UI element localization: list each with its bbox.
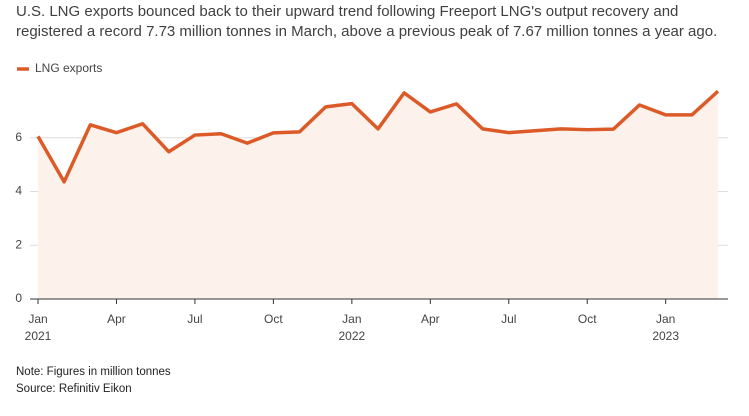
y-tick-label: 6: [15, 130, 22, 144]
notes: Note: Figures in million tonnes Source: R…: [16, 364, 171, 398]
chart: 0 2 4 6 Jan 2021 Apr Jul Oct Jan 2022 Apr Jul Oct Jan 2…: [15, 61, 728, 343]
x-tick-label: Jul: [501, 312, 516, 326]
x-tick-label: Jul: [187, 312, 202, 326]
line: [36, 89, 720, 184]
note: Note: Figures in million tonnes: [16, 366, 171, 378]
x-year-label: 2021: [25, 329, 52, 343]
x-year-label: 2022: [338, 329, 365, 343]
legend-label: LNG exports: [35, 61, 102, 75]
x-tick-label: Jan: [342, 312, 361, 326]
x-tick-label: Jan: [656, 312, 675, 326]
area: [38, 91, 718, 299]
y-tick-label: 2: [15, 237, 22, 251]
x-year-label: 2023: [652, 329, 679, 343]
x-tick-label: Oct: [264, 312, 283, 326]
y-tick-label: 4: [15, 184, 22, 198]
x-tick-label: Apr: [107, 312, 126, 326]
x-tick-label: Apr: [421, 312, 440, 326]
x-tick-label: Jan: [28, 312, 47, 326]
x-tick-label: Oct: [578, 312, 597, 326]
y-tick-label: 0: [15, 291, 22, 305]
note: Source: Refinitiv Eikon: [16, 383, 132, 395]
chart-title: U.S. LNG exports bounced back to their u…: [16, 3, 718, 40]
